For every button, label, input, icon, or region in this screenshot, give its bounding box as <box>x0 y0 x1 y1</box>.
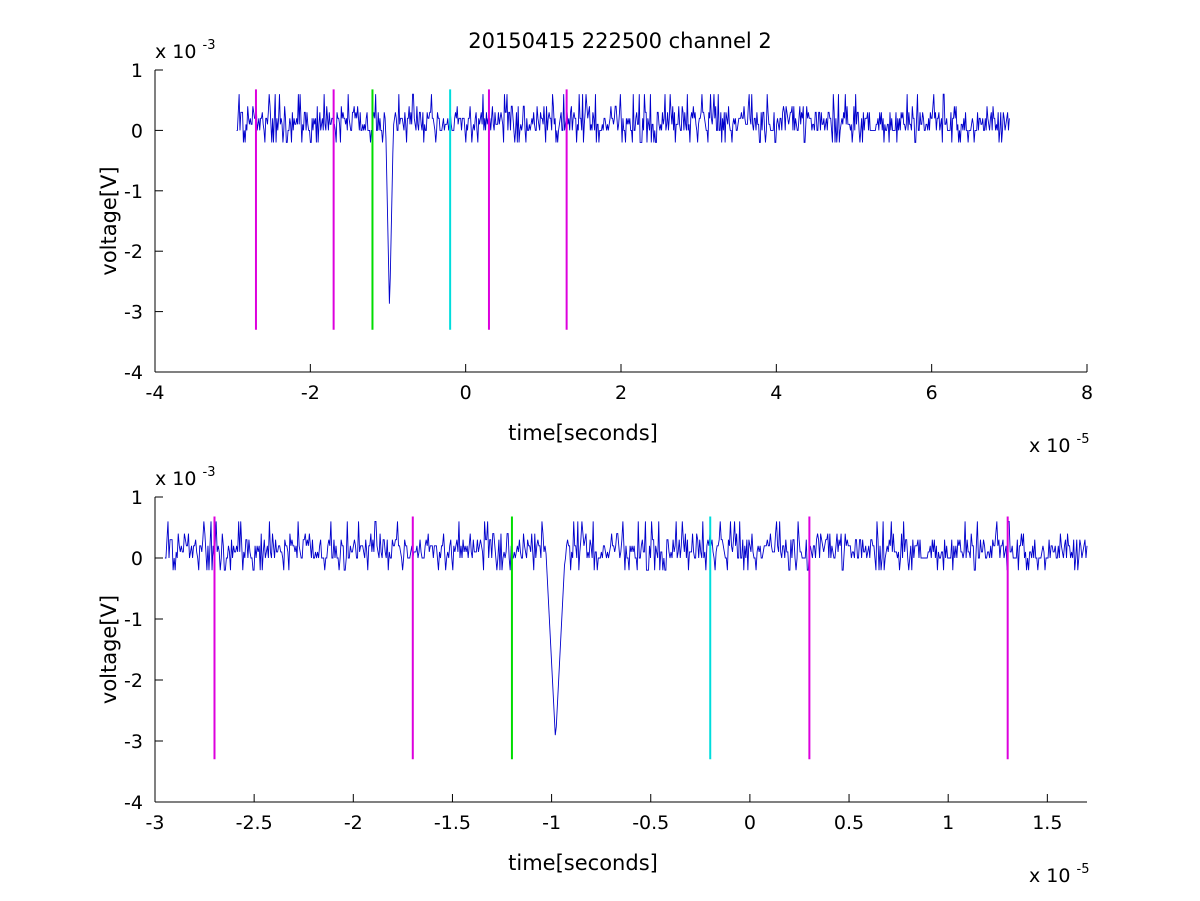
x-tick-label: 2 <box>615 382 627 404</box>
voltage-trace <box>164 520 1088 736</box>
voltage-trace <box>236 93 1010 304</box>
x-tick-label: 8 <box>1081 382 1093 404</box>
x-tick-label: 6 <box>926 382 938 404</box>
x-exponent-label: x 10 -5 <box>1029 862 1089 887</box>
x-exponent-power: -5 <box>1077 432 1090 447</box>
x-tick-label: 0 <box>744 812 756 834</box>
x-tick-label: -3 <box>146 812 165 834</box>
y-tick-label: -3 <box>124 302 143 324</box>
y-tick-label: -2 <box>124 241 143 263</box>
y-tick-label: 1 <box>131 487 143 509</box>
y-tick-label: 0 <box>131 548 143 570</box>
x-axis-label: time[seconds] <box>508 851 658 875</box>
y-axis-label: voltage[V] <box>97 595 121 704</box>
y-axis-label: voltage[V] <box>97 166 121 275</box>
x-tick-label: 0.5 <box>834 812 864 834</box>
x-tick-label: -1.5 <box>434 812 471 834</box>
x-exponent-power: -5 <box>1077 862 1090 877</box>
subplot-bottom: -3 -2.5 -2 -1.5 -1 -0.5 0 0.5 1 1.5-4-3-2-101time… <box>97 465 1089 887</box>
y-tick-label: 1 <box>131 60 143 82</box>
x-tick-label: 4 <box>770 382 782 404</box>
y-exponent-label: x 10 -3 <box>155 38 215 63</box>
y-exponent-label: x 10 -3 <box>155 465 215 490</box>
y-tick-label: -1 <box>124 181 143 203</box>
x-tick-label: -2 <box>301 382 320 404</box>
x-axis-label: time[seconds] <box>508 421 658 445</box>
y-tick-label: -4 <box>124 792 143 814</box>
x-tick-label: -4 <box>146 382 165 404</box>
y-tick-label: -2 <box>124 670 143 692</box>
y-tick-label: -1 <box>124 609 143 631</box>
subplot-top: -4 -2 0 2 4 6 8 -4 -3 -2 -1 0 1 time[seconds] voltage[… <box>97 38 1093 457</box>
x-tick-label: 0 <box>460 382 472 404</box>
y-tick-label: 0 <box>131 120 143 142</box>
x-tick-label: 1 <box>942 812 954 834</box>
y-exponent-power: -3 <box>203 38 216 53</box>
x-tick-label: -2 <box>344 812 363 834</box>
y-tick-label: -4 <box>124 362 143 384</box>
x-tick-label: 1.5 <box>1032 812 1062 834</box>
x-tick-label: -0.5 <box>632 812 669 834</box>
x-exponent-label: x 10 -5 <box>1029 432 1089 457</box>
x-tick-label: -1 <box>542 812 561 834</box>
x-tick-label: -2.5 <box>236 812 273 834</box>
y-tick-label: -3 <box>124 731 143 753</box>
y-exponent-power: -3 <box>203 465 216 480</box>
figure-title: 20150415 222500 channel 2 <box>468 29 772 53</box>
